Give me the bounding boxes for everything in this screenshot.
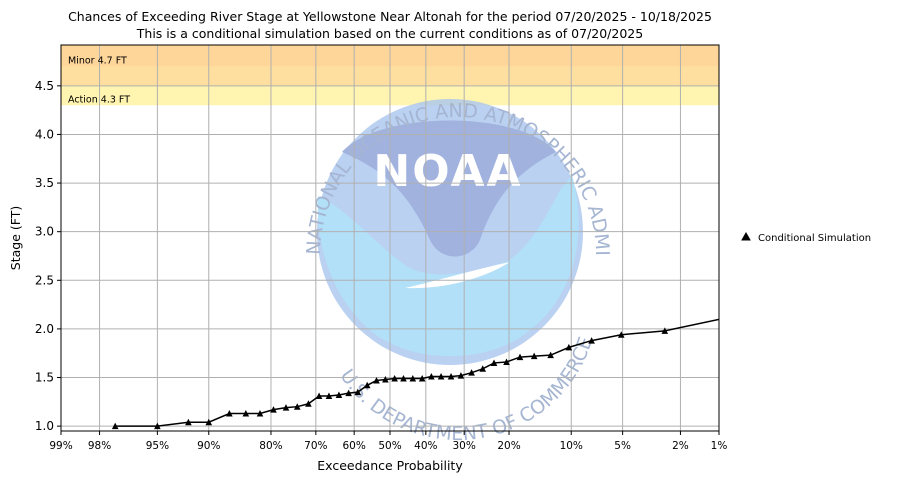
y-tick-label: 3.0: [35, 225, 54, 239]
data-point: [468, 369, 475, 376]
threshold-label-0: Action 4.3 FT: [68, 94, 130, 105]
data-point: [457, 372, 465, 379]
x-axis-label: Exceedance Probability: [317, 458, 463, 473]
data-point: [409, 374, 417, 382]
data-point: [242, 409, 250, 417]
watermark-seagull-upper: [342, 120, 556, 257]
data-point: [447, 373, 455, 380]
data-point: [418, 374, 426, 382]
watermark-seagull-lower: [317, 175, 579, 357]
data-point: [345, 389, 352, 397]
x-tick-label: 20%: [497, 440, 520, 452]
threshold-label-1: Minor 4.7 FT: [68, 55, 127, 66]
data-point: [315, 392, 323, 399]
y-tick-label: 4.0: [35, 127, 54, 141]
legend-marker-triangle: [741, 231, 751, 241]
series-conditional-simulation: [111, 315, 728, 430]
x-tick-label: 80%: [259, 440, 282, 452]
data-point: [721, 315, 728, 322]
watermark-wing-stroke: [405, 262, 510, 289]
chart-title: Chances of Exceeding River Stage at Yell…: [68, 9, 712, 24]
threshold-labels: Action 4.3 FT Minor 4.7 FT: [68, 55, 130, 105]
y-tick-label: 3.5: [35, 176, 54, 190]
x-tick-label: 95%: [146, 440, 169, 452]
data-point: [428, 373, 435, 380]
y-tick-label: 1.5: [35, 371, 54, 385]
x-axis-ticks: 99% 98% 95% 90% 80% 70% 60% 50% 40% 30% 20% 10% 5% 2%…: [49, 431, 727, 452]
data-point: [479, 365, 487, 372]
x-tick-label: 50%: [378, 440, 401, 452]
x-tick-label: 30%: [452, 440, 475, 452]
data-point: [335, 391, 343, 399]
data-point: [363, 381, 371, 389]
data-point: [256, 409, 264, 417]
x-tick-label: 40%: [414, 440, 437, 452]
data-point: [111, 422, 119, 430]
data-point: [354, 388, 362, 396]
data-point: [282, 404, 290, 411]
legend-label: Conditional Simulation: [758, 233, 871, 244]
x-tick-label: 2%: [672, 440, 689, 452]
x-tick-label: 90%: [197, 440, 220, 452]
data-point: [547, 351, 554, 359]
data-point: [400, 374, 407, 382]
data-point: [516, 353, 524, 361]
y-tick-label: 4.5: [35, 79, 54, 93]
data-point: [270, 406, 277, 413]
x-tick-label: 99%: [49, 440, 72, 452]
chart-subtitle: This is a conditional simulation based o…: [136, 26, 643, 41]
data-point: [565, 343, 573, 351]
y-tick-label: 2.0: [35, 322, 54, 336]
x-tick-label: 10%: [560, 440, 583, 452]
data-point: [437, 373, 445, 380]
data-point: [305, 400, 312, 407]
data-point: [154, 422, 161, 430]
legend: Conditional Simulation: [741, 231, 871, 244]
x-tick-label: 1%: [711, 440, 728, 452]
y-tick-label: 2.5: [35, 273, 54, 287]
data-point: [185, 418, 192, 426]
watermark-center-text: NOAA: [373, 146, 522, 197]
data-point: [293, 403, 301, 410]
x-tick-label: 5%: [614, 440, 631, 452]
data-point: [490, 359, 498, 366]
x-tick-label: 98%: [88, 440, 111, 452]
data-point: [382, 375, 389, 383]
data-point: [617, 331, 625, 338]
data-point: [661, 327, 669, 334]
data-point: [226, 409, 233, 417]
y-axis-ticks: 1.0 1.5 2.0 2.5 3.0 3.5 4.0 4.5: [35, 79, 61, 433]
data-point: [588, 337, 595, 344]
data-point: [530, 352, 538, 360]
data-point: [325, 392, 333, 399]
y-tick-label: 1.0: [35, 419, 54, 433]
y-axis-label: Stage (FT): [8, 206, 23, 270]
data-point: [391, 374, 398, 382]
data-point: [373, 376, 380, 384]
x-tick-label: 60%: [342, 440, 365, 452]
x-tick-label: 70%: [304, 440, 327, 452]
data-point: [503, 358, 510, 365]
data-point: [205, 418, 213, 426]
